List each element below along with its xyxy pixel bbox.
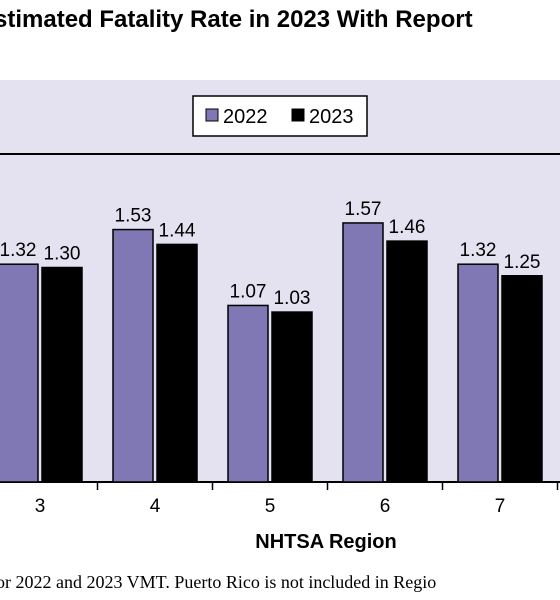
bar-2022-region-5 bbox=[227, 304, 269, 483]
x-ticks-layer: 3 4 5 6 7 bbox=[35, 482, 559, 517]
x-tick-label-3: 3 bbox=[35, 496, 46, 517]
bar-2022-region-7 bbox=[457, 263, 499, 483]
legend-swatch-2022 bbox=[205, 108, 219, 122]
data-label-2023-region-7: 1.25 bbox=[504, 252, 541, 273]
legend-swatch-2023 bbox=[291, 108, 305, 122]
legend-label-2023: 2023 bbox=[309, 106, 354, 128]
bar-2023-region-5 bbox=[271, 311, 313, 483]
data-label-2023-region-5: 1.03 bbox=[274, 288, 311, 309]
x-tick-label-4: 4 bbox=[150, 496, 161, 517]
data-label-2022-region-3: 1.32 bbox=[0, 240, 36, 261]
x-tick-label-5: 5 bbox=[265, 496, 276, 517]
footnote: or 2022 and 2023 VMT. Puerto Rico is not… bbox=[0, 572, 437, 592]
data-label-2023-region-3: 1.30 bbox=[44, 244, 81, 265]
bar-2023-region-7 bbox=[501, 275, 543, 483]
data-label-2022-region-5: 1.07 bbox=[230, 281, 267, 302]
data-label-2022-region-6: 1.57 bbox=[345, 199, 382, 220]
bar-2023-region-6 bbox=[386, 240, 428, 483]
data-label-2023-region-4: 1.44 bbox=[159, 220, 196, 241]
chart-title: stimated Fatality Rate in 2023 With Repo… bbox=[0, 6, 473, 33]
bar-2022-region-4 bbox=[112, 228, 154, 483]
bars-layer: 1.32 1.30 1.53 1.44 1.07 1.03 1.57 1.46 1.32 1.25 bbox=[0, 199, 543, 483]
legend: 2022 2023 bbox=[192, 95, 368, 137]
bar-2022-region-6 bbox=[342, 222, 384, 483]
x-tick-label-7: 7 bbox=[495, 496, 506, 517]
x-tick-label-6: 6 bbox=[380, 496, 391, 517]
legend-box bbox=[192, 95, 368, 137]
legend-label-2022: 2022 bbox=[223, 106, 268, 128]
data-label-2022-region-7: 1.32 bbox=[460, 240, 497, 261]
data-label-2023-region-6: 1.46 bbox=[389, 217, 426, 238]
bar-2023-region-3 bbox=[41, 266, 83, 483]
bar-2023-region-4 bbox=[156, 243, 198, 483]
bar-2022-region-3 bbox=[0, 263, 39, 483]
x-axis-label: NHTSA Region bbox=[255, 531, 396, 553]
data-label-2022-region-4: 1.53 bbox=[115, 206, 152, 227]
